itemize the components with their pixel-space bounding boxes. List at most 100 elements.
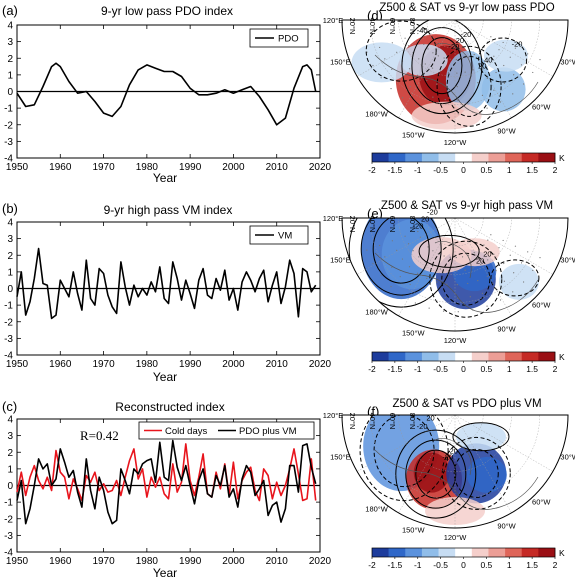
x-tick-label: 1960	[49, 162, 72, 173]
colorbar-tick-label: 1.5	[526, 560, 538, 570]
significance-dot	[372, 64, 374, 67]
significance-dot	[509, 254, 511, 256]
y-tick-label: -4	[4, 351, 13, 362]
map-outline	[341, 19, 569, 134]
significance-dot	[486, 107, 488, 109]
colorbar-tick-label: 1	[507, 165, 512, 175]
latitude-label: 40°N	[368, 413, 377, 430]
y-tick-label: -3	[4, 137, 13, 148]
significance-dot	[407, 45, 410, 47]
significance-dot	[379, 46, 381, 49]
significance-dot	[455, 58, 457, 61]
significance-dot	[493, 55, 495, 57]
significance-dot	[472, 267, 474, 269]
significance-dot	[456, 270, 458, 272]
x-tick-label: 1970	[92, 162, 115, 173]
significance-dot	[384, 256, 386, 258]
map-panel-f: (f) Z500 & SAT vs PDO plus VM120°E150°E18…	[323, 398, 575, 570]
x-tick-label: 2000	[222, 162, 245, 173]
sat-anomaly-patch	[411, 101, 482, 130]
panel-a-title: 9-yr low pass PDO index	[101, 4, 233, 18]
significance-dot	[520, 64, 523, 66]
map-panel-label: (e)	[367, 206, 383, 221]
meridian	[454, 19, 553, 77]
map-panels: (d)Z500 & SAT vs 9-yr low pass PDO 120°E 1…	[323, 2, 575, 570]
significance-dot	[443, 255, 445, 257]
significance-dot	[522, 83, 525, 85]
map-panel-label: (d)	[367, 8, 383, 23]
panel-c-axes: -4 -3 -2 -1 0 1 2 3 4 1950 1960 1970 1980 1990 2000 201…	[4, 415, 331, 568]
colorbar-tick-label: 0	[461, 364, 466, 374]
meridian	[454, 414, 512, 513]
legend-label: PDO plus VM	[239, 426, 297, 437]
significance-dot	[418, 256, 420, 258]
colorbar-tick-label: 0	[461, 165, 466, 175]
z500-contour	[418, 234, 480, 268]
colorbar-swatch	[488, 352, 506, 361]
colorbar-swatch	[538, 548, 556, 557]
y-tick-label: 2	[7, 448, 13, 459]
sat-anomaly-patch	[413, 452, 450, 493]
colorbar-swatch	[372, 548, 389, 557]
meridian	[357, 19, 456, 77]
longitude-label: 120°W	[444, 336, 468, 345]
z500-contour	[401, 20, 483, 115]
significance-dot	[532, 71, 534, 74]
colorbar-tick-label: 1.5	[526, 165, 538, 175]
x-tick-label: 1990	[179, 359, 202, 370]
colorbar-unit: K	[559, 352, 565, 362]
z500-contour	[365, 20, 437, 82]
significance-dot	[449, 256, 451, 258]
latitude-label: 60°N	[388, 216, 397, 233]
longitude-label: 150°W	[402, 329, 426, 338]
significance-dot	[409, 85, 411, 88]
colorbar-swatch	[372, 352, 389, 361]
z500-contour	[478, 37, 528, 83]
x-tick-label: 1950	[6, 556, 29, 567]
significance-dot	[442, 310, 445, 312]
significance-dot	[372, 262, 374, 265]
panel-c-label: (c)	[2, 399, 17, 414]
significance-dot	[498, 247, 500, 249]
map-panel-e: (e)Z500 & SAT vs 9-yr high pass VM 120°E 1…	[323, 200, 575, 374]
z500-contour	[441, 436, 511, 510]
significance-dot	[414, 104, 416, 106]
x-tick-label: 2000	[222, 359, 245, 370]
colorbar-unit: K	[559, 153, 565, 163]
significance-dot	[384, 58, 386, 60]
colorbar-swatch	[405, 548, 423, 557]
significance-dot	[396, 51, 398, 53]
y-tick-label: 3	[7, 234, 13, 245]
legend-label: VM	[278, 231, 292, 242]
significance-dot	[408, 68, 411, 70]
colorbar-unit: K	[559, 548, 565, 558]
colorbar-swatch	[455, 153, 473, 162]
latitude-label: 20°N	[348, 18, 357, 35]
colorbar-swatch	[471, 153, 489, 162]
significance-dot	[401, 258, 404, 260]
panel-a: (a) 9-yr low pass PDO index -4 -3 -2 -1 0 1 2 3…	[2, 3, 332, 185]
significance-dot	[447, 270, 450, 272]
significance-dot	[447, 72, 450, 74]
significance-dot	[522, 281, 525, 283]
latitude-label: 40°N	[368, 18, 377, 35]
sat-anomaly-patch	[481, 67, 526, 112]
z500-contour	[415, 449, 457, 499]
y-tick-label: -3	[4, 334, 13, 345]
z500-contour	[490, 259, 540, 297]
latitude-label: 60°N	[388, 413, 397, 430]
legend-box	[249, 225, 309, 245]
y-tick-label: -2	[4, 514, 13, 525]
colorbar-swatch	[388, 548, 406, 557]
significance-dot	[420, 290, 422, 292]
map-panel-d: (d)Z500 & SAT vs 9-yr low pass PDO 120°E 1…	[323, 2, 575, 175]
z500-contour	[446, 55, 492, 117]
contour-label: 40	[484, 55, 492, 64]
significance-dot	[412, 250, 414, 252]
colorbar-tick-label: -1.5	[388, 165, 403, 175]
y-tick-label: 2	[7, 251, 13, 262]
significance-dot	[456, 86, 458, 88]
sat-anomaly-patch	[466, 456, 507, 493]
colorbar-swatch	[372, 153, 389, 162]
